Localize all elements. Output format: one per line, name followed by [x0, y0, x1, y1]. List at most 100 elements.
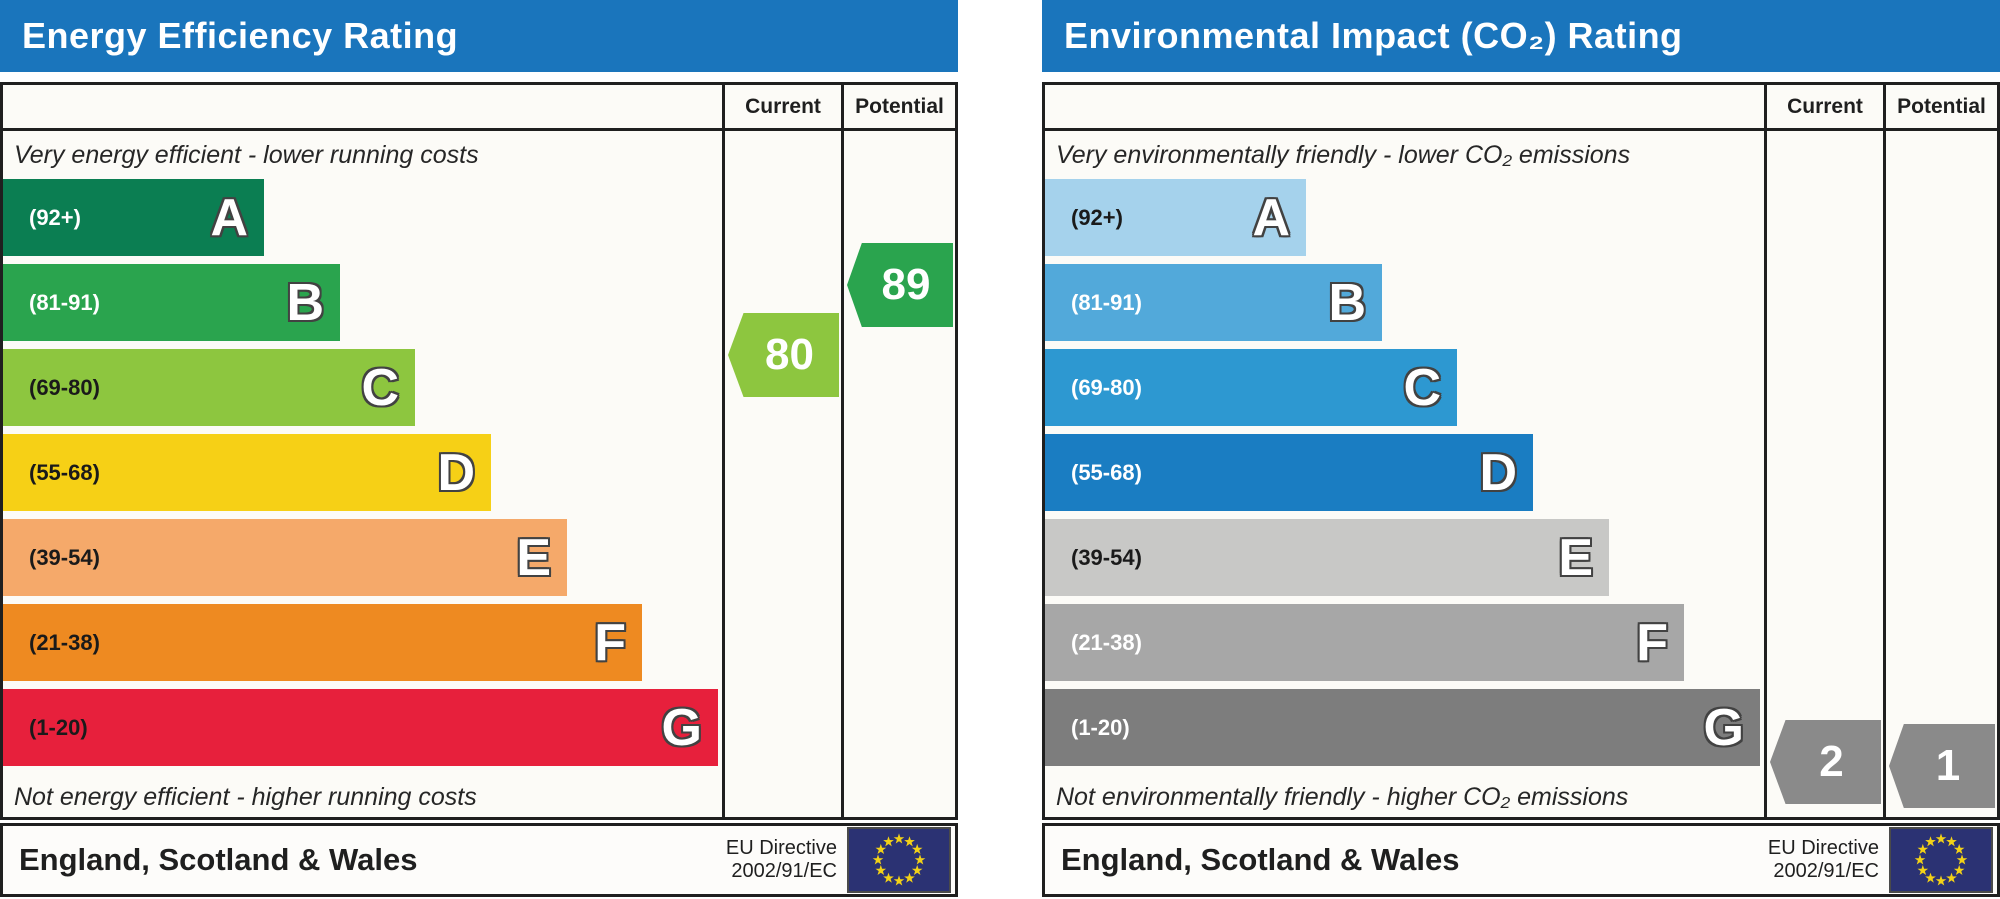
eu-flag-star [911, 843, 923, 855]
band-letter: B [1328, 273, 1366, 332]
eu-flag-star [1953, 843, 1965, 855]
band-bar: (92+) A [1045, 179, 1306, 256]
caption-top: Very energy efficient - lower running co… [14, 140, 479, 169]
bands-area: Very environmentally friendly - lower CO… [1045, 131, 1764, 820]
band-range-label: (39-54) [29, 544, 100, 570]
rating-bands: (92+) A (81-91) B (69-80) C (55-68) D (3… [3, 179, 722, 774]
potential-column-header: Potential [841, 85, 955, 131]
band-bar: (21-38) F [3, 604, 642, 681]
band-range-label: (92+) [29, 204, 81, 230]
band-bar: (69-80) C [1045, 349, 1457, 426]
eu-flag-star [875, 864, 887, 876]
eu-flag-star [893, 833, 905, 844]
energy-efficiency-panel: Energy Efficiency Rating Current Potenti… [0, 0, 958, 897]
eu-flag-star [875, 843, 887, 855]
potential-rating-arrow: 89 [847, 243, 953, 327]
eu-flag-star [883, 872, 894, 883]
eu-directive-line2: 2002/91/EC [731, 860, 837, 882]
eu-flag-star [1946, 872, 1957, 883]
eu-flag [847, 827, 951, 893]
region-label: England, Scotland & Wales [1061, 842, 1460, 877]
band-row: (69-80) C [3, 349, 722, 426]
band-row: (21-38) F [1045, 604, 1764, 681]
eu-flag-star [1917, 843, 1929, 855]
band-bar: (1-20) G [1045, 689, 1760, 766]
eu-flag-star [1935, 833, 1947, 844]
rating-bands: (92+) A (81-91) B (69-80) C (55-68) D (3… [1045, 179, 1764, 774]
band-row: (1-20) G [3, 689, 722, 766]
band-bar: (55-68) D [1045, 434, 1533, 511]
band-range-label: (81-91) [1071, 289, 1142, 315]
band-bar: (39-54) E [1045, 519, 1609, 596]
eu-directive-label: EU Directive 2002/91/EC [726, 837, 837, 883]
band-letter: B [286, 273, 324, 332]
arrow-value: 2 [1819, 737, 1844, 786]
band-range-label: (55-68) [29, 459, 100, 485]
band-range-label: (55-68) [1071, 459, 1142, 485]
band-range-label: (21-38) [1071, 629, 1142, 655]
band-range-label: (39-54) [1071, 544, 1142, 570]
eu-flag-star [1925, 872, 1936, 883]
band-letter: C [361, 358, 399, 417]
eu-flag-star [1925, 836, 1936, 847]
energy-rating-table: Current Potential Very energy efficient … [0, 82, 958, 820]
band-letter: E [516, 528, 551, 587]
eu-flag-star [914, 854, 926, 865]
eu-flag-star [1917, 864, 1929, 876]
band-letter: G [1703, 698, 1744, 757]
band-bar: (55-68) D [3, 434, 491, 511]
band-letter: A [1252, 188, 1290, 247]
band-bar: (1-20) G [3, 689, 718, 766]
band-letter: D [437, 443, 475, 502]
region-label: England, Scotland & Wales [19, 842, 418, 877]
band-bar: (39-54) E [3, 519, 567, 596]
band-bar: (69-80) C [3, 349, 415, 426]
current-column-header: Current [722, 85, 841, 131]
current-value-column: 80 [722, 131, 841, 820]
band-bar: (81-91) B [3, 264, 340, 341]
eu-flag-star [1953, 864, 1965, 876]
energy-title-bar: Energy Efficiency Rating [0, 0, 958, 72]
eu-flag-star [1956, 854, 1968, 865]
environmental-footer: England, Scotland & Wales EU Directive 2… [1042, 823, 2000, 897]
eu-flag-star [904, 836, 915, 847]
eu-flag-star [904, 872, 915, 883]
arrow-value: 80 [765, 330, 814, 379]
band-row: (92+) A [1045, 179, 1764, 256]
eu-directive-line1: EU Directive [725, 837, 837, 859]
current-value-column: 2 [1764, 131, 1883, 820]
caption-bottom: Not environmentally friendly - higher CO… [1056, 782, 1629, 811]
potential-value-column: 89 [841, 131, 955, 820]
bands-area: Very energy efficient - lower running co… [3, 131, 722, 820]
band-letter: F [594, 613, 626, 672]
band-row: (55-68) D [3, 434, 722, 511]
band-range-label: (1-20) [29, 714, 88, 740]
band-letter: A [210, 188, 248, 247]
band-range-label: (1-20) [1071, 714, 1130, 740]
band-row: (1-20) G [1045, 689, 1764, 766]
caption-top: Very environmentally friendly - lower CO… [1056, 140, 1631, 169]
eu-flag-star [872, 854, 884, 865]
band-bar: (21-38) F [1045, 604, 1684, 681]
arrow-value: 1 [1935, 741, 1961, 790]
eu-flag-star [1935, 875, 1947, 886]
band-range-label: (69-80) [1071, 374, 1142, 400]
eu-flag-star [883, 836, 894, 847]
environmental-impact-panel: Environmental Impact (CO₂) Rating Curren… [1042, 0, 2000, 897]
potential-value-column: 1 [1883, 131, 1997, 820]
eu-directive-line2: 2002/91/EC [1773, 860, 1879, 882]
caption-bottom: Not energy efficient - higher running co… [14, 782, 477, 811]
header-spacer [1045, 85, 1764, 131]
band-row: (81-91) B [1045, 264, 1764, 341]
energy-chart-title: Energy Efficiency Rating [22, 15, 459, 56]
band-row: (39-54) E [1045, 519, 1764, 596]
arrow-value: 89 [881, 260, 931, 309]
band-row: (55-68) D [1045, 434, 1764, 511]
environmental-chart-title: Environmental Impact (CO₂) Rating [1064, 15, 1683, 56]
band-letter: G [661, 698, 702, 757]
current-rating-arrow: 80 [728, 313, 839, 397]
band-row: (81-91) B [3, 264, 722, 341]
band-row: (92+) A [3, 179, 722, 256]
energy-footer: England, Scotland & Wales EU Directive 2… [0, 823, 958, 897]
